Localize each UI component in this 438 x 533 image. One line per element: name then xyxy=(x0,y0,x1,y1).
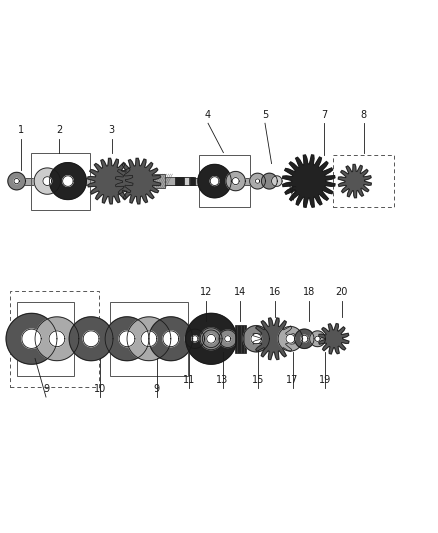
Polygon shape xyxy=(338,165,371,198)
Bar xyxy=(110,302,188,376)
Text: 10: 10 xyxy=(94,384,106,393)
Polygon shape xyxy=(186,313,237,364)
Bar xyxy=(147,177,193,185)
Polygon shape xyxy=(310,331,325,346)
Polygon shape xyxy=(219,330,237,348)
Text: 14: 14 xyxy=(234,287,246,297)
Text: 2: 2 xyxy=(56,125,62,135)
Text: 4: 4 xyxy=(205,110,211,120)
Text: 17: 17 xyxy=(286,375,299,385)
Bar xyxy=(236,325,247,353)
Polygon shape xyxy=(43,177,52,185)
Text: 9: 9 xyxy=(154,384,160,393)
Polygon shape xyxy=(149,317,193,361)
Polygon shape xyxy=(243,326,269,352)
Polygon shape xyxy=(119,331,135,346)
Polygon shape xyxy=(225,336,231,342)
Text: 3: 3 xyxy=(109,125,115,135)
Text: 1: 1 xyxy=(18,125,24,135)
Bar xyxy=(175,177,184,185)
Polygon shape xyxy=(261,173,277,189)
Text: 6: 6 xyxy=(290,187,297,197)
Polygon shape xyxy=(283,155,335,207)
Text: 12: 12 xyxy=(200,287,212,297)
Text: 19: 19 xyxy=(319,375,331,385)
Polygon shape xyxy=(250,173,265,189)
Text: 7: 7 xyxy=(321,110,327,120)
Text: 11: 11 xyxy=(183,375,195,385)
Polygon shape xyxy=(295,329,314,349)
Text: 5: 5 xyxy=(262,110,268,120)
Polygon shape xyxy=(202,330,220,348)
Polygon shape xyxy=(253,318,294,360)
Bar xyxy=(184,177,189,185)
Text: 8: 8 xyxy=(360,110,367,120)
Polygon shape xyxy=(272,176,282,187)
Polygon shape xyxy=(6,313,57,364)
Polygon shape xyxy=(8,172,25,190)
Bar xyxy=(190,177,195,185)
Polygon shape xyxy=(286,334,295,343)
Text: 20: 20 xyxy=(336,287,348,297)
Polygon shape xyxy=(318,324,349,354)
Polygon shape xyxy=(63,176,73,187)
Polygon shape xyxy=(210,177,219,185)
Polygon shape xyxy=(49,163,86,199)
Polygon shape xyxy=(185,329,205,349)
Polygon shape xyxy=(251,334,261,344)
Text: 15: 15 xyxy=(252,375,265,385)
Polygon shape xyxy=(127,317,171,361)
Polygon shape xyxy=(226,172,245,191)
Polygon shape xyxy=(88,158,133,204)
Polygon shape xyxy=(207,334,215,343)
Polygon shape xyxy=(278,327,303,351)
Text: 18: 18 xyxy=(303,287,315,297)
Polygon shape xyxy=(198,165,231,198)
Polygon shape xyxy=(301,335,308,342)
Polygon shape xyxy=(14,179,19,184)
Bar xyxy=(333,155,394,207)
Polygon shape xyxy=(22,329,41,349)
Polygon shape xyxy=(200,328,222,350)
Text: 16: 16 xyxy=(269,287,281,297)
Polygon shape xyxy=(69,317,113,361)
Bar xyxy=(17,177,252,184)
Polygon shape xyxy=(83,331,99,346)
Polygon shape xyxy=(34,168,60,194)
Bar xyxy=(118,172,131,190)
Polygon shape xyxy=(35,317,79,361)
Polygon shape xyxy=(115,158,161,204)
Bar xyxy=(10,290,99,387)
Polygon shape xyxy=(255,179,260,183)
Bar xyxy=(17,302,74,376)
Polygon shape xyxy=(315,336,320,342)
Polygon shape xyxy=(232,177,239,184)
Bar xyxy=(199,155,250,207)
Polygon shape xyxy=(105,317,149,361)
Bar xyxy=(31,152,90,209)
Polygon shape xyxy=(163,331,179,346)
Bar xyxy=(150,174,165,188)
Polygon shape xyxy=(141,331,157,346)
Polygon shape xyxy=(49,331,65,346)
Polygon shape xyxy=(192,336,198,342)
Text: 9: 9 xyxy=(43,384,49,393)
Text: 13: 13 xyxy=(216,375,229,385)
